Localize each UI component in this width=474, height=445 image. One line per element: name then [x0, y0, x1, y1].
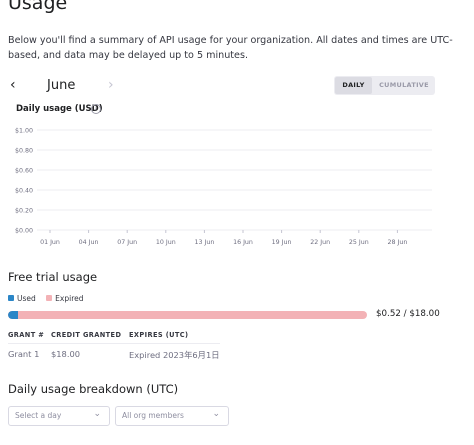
free-trial-title: Free trial usage [8, 270, 98, 284]
day-select-placeholder: Select a day [15, 411, 62, 420]
grant-number-cell: Grant 1 [8, 349, 40, 359]
column-header-grant: GRANT # [8, 331, 45, 339]
y-tick-label: $0.80 [15, 148, 33, 155]
legend-item-used: Used [8, 294, 36, 303]
page-title: Usage [8, 0, 68, 14]
view-toggle: DAILY CUMULATIVE [334, 76, 435, 95]
x-tick-label: 25 Jun [349, 239, 369, 246]
x-tick-label: 07 Jun [117, 239, 137, 246]
chart-title: Daily usage (USD) [16, 104, 103, 114]
free-trial-progress-bar [8, 311, 367, 319]
info-icon[interactable]: i [91, 104, 101, 114]
org-member-select-value: All org members [122, 411, 184, 420]
x-tick-label: 16 Jun [233, 239, 253, 246]
x-tick-label: 19 Jun [272, 239, 292, 246]
legend-label-used: Used [17, 294, 36, 303]
page-description: Below you'll find a summary of API usage… [8, 35, 453, 61]
y-tick-label: $0.00 [15, 228, 33, 235]
expires-cell: Expired 2023年6月1日 [129, 350, 220, 360]
breakdown-title: Daily usage breakdown (UTC) [8, 382, 179, 396]
y-tick-label: $0.40 [15, 188, 33, 195]
progress-bar-used-fill [8, 311, 19, 319]
y-tick-label: $1.00 [15, 128, 33, 135]
usage-legend: Used Expired [8, 294, 92, 304]
credit-granted-cell: $18.00 [51, 349, 81, 359]
x-tick-label: 04 Jun [79, 239, 99, 246]
table-divider [8, 343, 220, 344]
column-header-credit-granted: CREDIT GRANTED [51, 331, 122, 339]
chevron-down-icon: ⌄ [212, 409, 220, 419]
daily-toggle-button[interactable]: DAILY [335, 77, 372, 94]
org-member-select[interactable]: All org members ⌄ [115, 406, 229, 426]
x-tick-label: 28 Jun [387, 239, 407, 246]
x-tick-label: 10 Jun [156, 239, 176, 246]
y-tick-label: $0.20 [15, 208, 33, 215]
y-tick-label: $0.60 [15, 168, 33, 175]
legend-swatch-used [8, 295, 14, 301]
legend-swatch-expired [46, 295, 53, 301]
column-header-expires: EXPIRES (UTC) [129, 331, 189, 339]
legend-label-expired: Expired [55, 294, 84, 303]
current-month: June [47, 78, 76, 93]
chevron-right-icon[interactable]: › [108, 77, 114, 93]
month-navigator: ‹ June › [8, 77, 128, 96]
free-trial-usage-value: $0.52 / $18.00 [376, 309, 440, 319]
x-tick-label: 01 Jun [40, 239, 60, 246]
chevron-left-icon[interactable]: ‹ [10, 77, 16, 93]
legend-item-expired: Expired [46, 294, 84, 303]
x-tick-label: 22 Jun [310, 239, 330, 246]
x-tick-label: 13 Jun [194, 239, 214, 246]
day-select[interactable]: Select a day ⌄ [8, 406, 110, 426]
chevron-down-icon: ⌄ [93, 409, 101, 419]
daily-usage-chart: $1.00 $0.80 $0.60 $0.40 $0.20 $0.00 01 Jun 04 J… [15, 128, 432, 246]
cumulative-toggle-button[interactable]: CUMULATIVE [379, 81, 429, 89]
